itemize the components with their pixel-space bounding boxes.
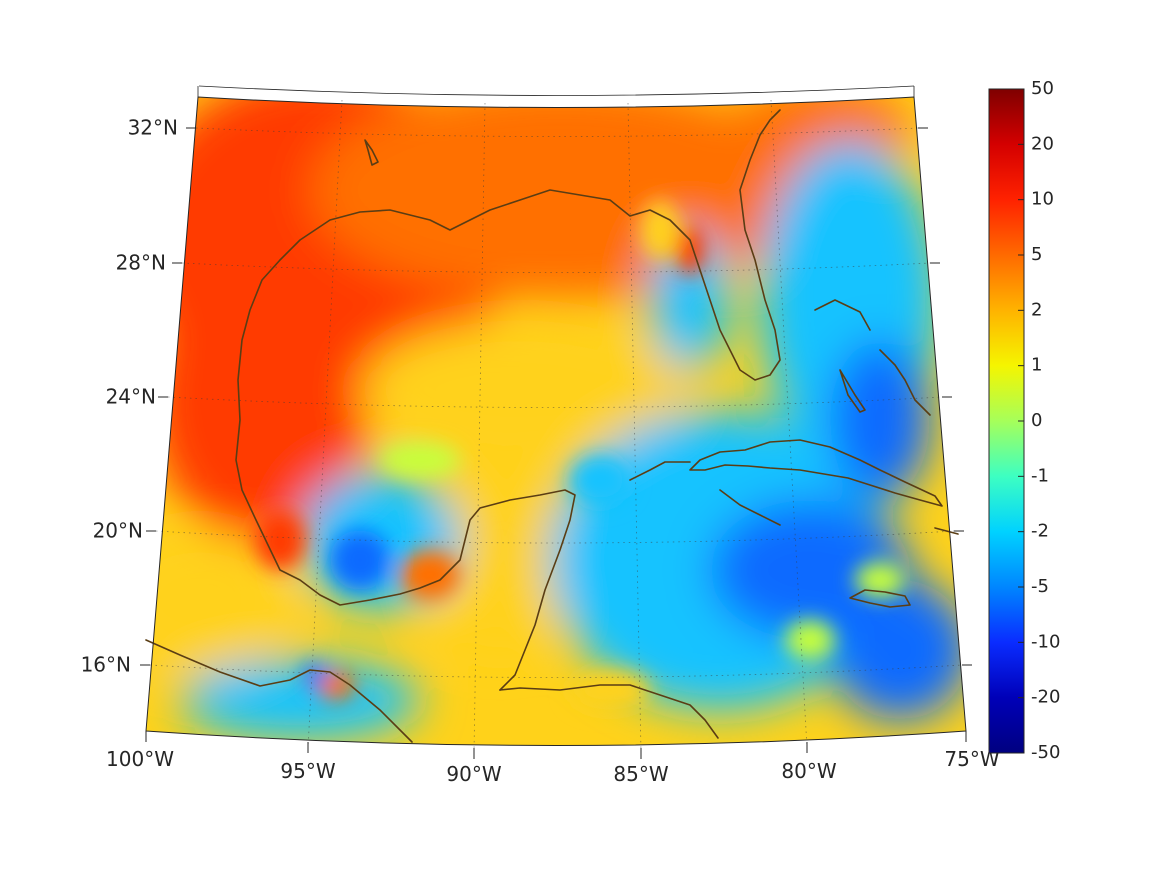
field-warm-region-n — [310, 97, 810, 300]
field-warm-region-w — [150, 260, 370, 540]
colorbar-tick-label: -50 — [1031, 742, 1060, 763]
lat-label-24: 24°N — [106, 385, 156, 409]
colorbar-tick-label: 10 — [1031, 189, 1054, 210]
lat-label-32: 32°N — [128, 116, 178, 140]
coastline-mainland — [235, 109, 781, 691]
field-detail-neutral-3 — [380, 442, 460, 478]
map-frame-corner-ticks — [197, 86, 915, 97]
coastline-pacific — [145, 639, 413, 743]
colorbar-tick-label: 0 — [1031, 410, 1042, 431]
colorbar-tick-label: -5 — [1031, 576, 1049, 597]
lat-label-20: 20°N — [93, 519, 143, 543]
colorbar-tick-label: 1 — [1031, 355, 1042, 376]
lat-label-16: 16°N — [81, 653, 131, 677]
coastline-isla-juventud — [719, 489, 781, 526]
coastline-central-america — [499, 684, 719, 739]
lat-label-28: 28°N — [116, 251, 166, 275]
field-mid-region-east — [570, 340, 690, 420]
graticule-lon-85 — [627, 102, 642, 753]
coastline-bahamas-andros — [839, 369, 866, 413]
field-strong-cool-region-3 — [830, 340, 930, 500]
field-detail-warm-2 — [400, 550, 460, 600]
graticule-lat-16 — [149, 664, 963, 678]
coastline-bahamas-abaco — [814, 299, 871, 331]
coastline-hispaniola-edge — [934, 527, 959, 535]
colorbar-tick-label: -2 — [1031, 521, 1049, 542]
frame-ticks — [140, 127, 972, 759]
lon-label-90: 90°W — [446, 762, 501, 786]
field-detail-cool-2 — [303, 663, 327, 687]
map-frame — [145, 96, 967, 746]
field-cool-region-fl-west — [650, 230, 730, 370]
colorbar-tick-label: -1 — [1031, 465, 1049, 486]
colorbar-tick-label: 50 — [1031, 78, 1054, 99]
graticule-lat-28 — [181, 262, 931, 273]
lon-labels: 100°W 95°W 90°W 85°W 80°W 75°W — [106, 747, 1000, 786]
heatmap-field — [146, 97, 966, 746]
coastlines — [145, 109, 959, 743]
lon-label-100: 100°W — [106, 747, 174, 771]
colorbar-tick-label: -20 — [1031, 687, 1060, 708]
coastline-jamaica — [849, 589, 911, 608]
coastline-cuba-west-tip — [629, 461, 691, 481]
field-detail-cool-3 — [570, 455, 630, 505]
lon-label-80: 80°W — [781, 759, 836, 783]
field-detail-mid-1 — [570, 670, 650, 710]
graticule-lon-90 — [473, 102, 486, 753]
field-details — [255, 200, 905, 710]
colorbar-tick-label: 5 — [1031, 244, 1042, 265]
colorbar-tick-label: 20 — [1031, 133, 1054, 154]
field-strong-cool-region-2 — [830, 580, 966, 720]
coastline-bahamas-eleuthera — [879, 349, 931, 416]
graticule-lat-24 — [167, 396, 943, 408]
lat-labels: 32°N 28°N 24°N 20°N 16°N — [81, 116, 178, 677]
field-cool-region-pacific — [180, 660, 420, 740]
map-frame-outer-top — [198, 85, 915, 96]
coastline-cuba — [689, 439, 943, 507]
lon-label-85: 85°W — [613, 762, 668, 786]
colorbar-tick-label: 2 — [1031, 299, 1042, 320]
lon-label-95: 95°W — [280, 759, 335, 783]
field-detail-neutral-2 — [855, 562, 905, 598]
field-detail-neutral-1 — [785, 620, 835, 660]
field-detail-mid-2 — [640, 200, 680, 260]
coastline-mississippi-delta — [364, 139, 379, 166]
field-detail-cool-1 — [330, 530, 390, 590]
colorbar-tick-label: -10 — [1031, 631, 1060, 652]
field-detail-warm-1 — [255, 510, 305, 570]
graticule — [149, 99, 963, 753]
